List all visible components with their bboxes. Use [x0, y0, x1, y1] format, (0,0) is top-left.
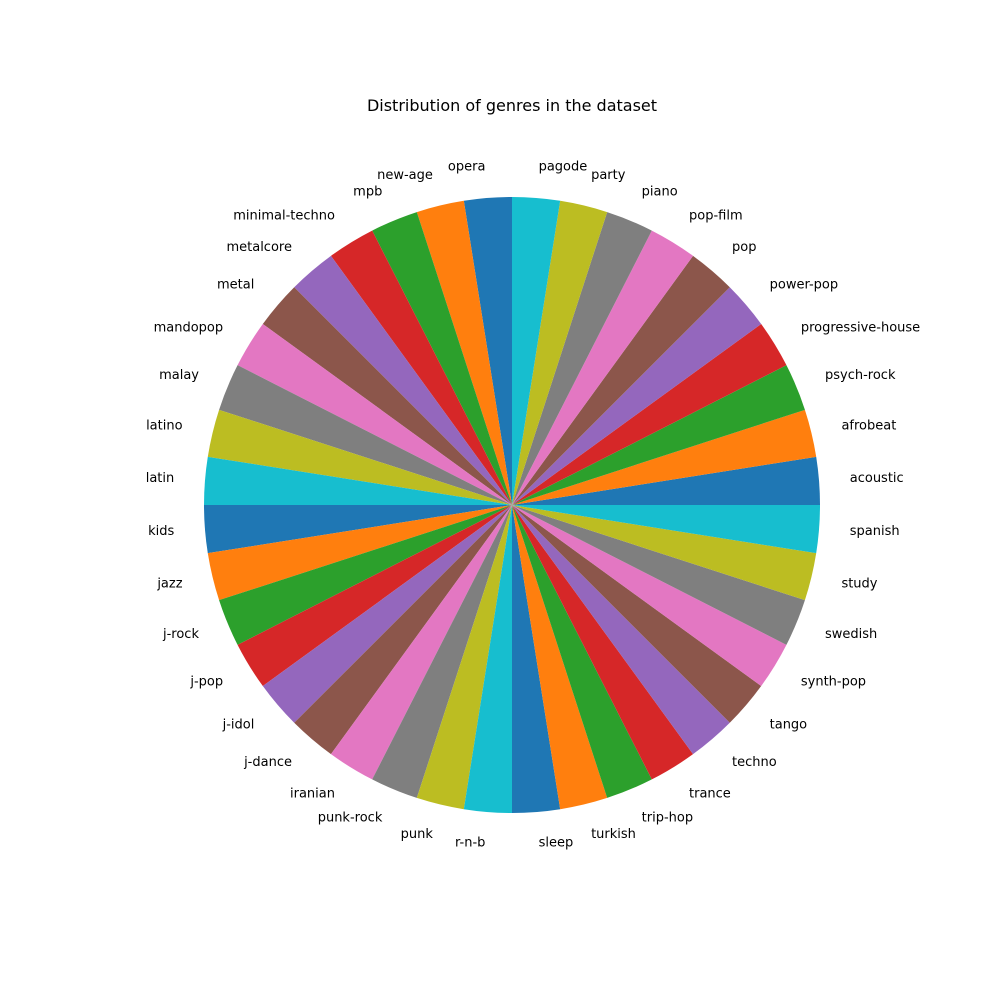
- pie-slice-j-idol: [262, 505, 512, 723]
- pie-slice-piano: [512, 212, 652, 505]
- pie-slice-psych-rock: [512, 365, 805, 505]
- pie-slice-punk-rock: [372, 505, 512, 798]
- pie-label-metal: metal: [217, 277, 254, 292]
- pie-slice-acoustic: [512, 456, 821, 505]
- chart-title: Distribution of genres in the dataset: [367, 96, 657, 115]
- pie-slice-punk: [416, 505, 512, 810]
- pie-label-power-pop: power-pop: [770, 277, 839, 292]
- pie-slice-pop: [512, 255, 730, 505]
- pie-label-latino: latino: [146, 418, 183, 433]
- pie-label-trance: trance: [689, 786, 731, 801]
- pie-slice-spanish: [512, 505, 820, 554]
- pie-slice-study: [512, 505, 817, 601]
- pie-label-sleep: sleep: [539, 835, 574, 850]
- pie-label-mpb: mpb: [353, 184, 382, 199]
- pie-slice-synth-pop: [512, 505, 787, 687]
- pie-label-synth-pop: synth-pop: [801, 675, 866, 690]
- pie-slice-j-pop: [237, 505, 512, 687]
- pie-slice-sleep: [512, 505, 561, 814]
- pie-slice-mandopop: [237, 323, 512, 505]
- pie-slice-j-rock: [219, 505, 512, 645]
- pie-slice-opera: [463, 197, 512, 505]
- pie-slice-turkish: [512, 505, 608, 810]
- pie-label-psych-rock: psych-rock: [825, 368, 896, 383]
- pie-label-afrobeat: afrobeat: [841, 418, 896, 433]
- pie-label-latin: latin: [146, 471, 175, 486]
- pie-labels: acoustic afrobeat psych-rock progressive-ho…: [146, 160, 920, 851]
- pie-label-metalcore: metalcore: [226, 240, 292, 255]
- pie-slice-tango: [512, 505, 762, 723]
- pie-label-spanish: spanish: [850, 524, 900, 539]
- pie-label-opera: opera: [448, 160, 486, 175]
- pie-label-acoustic: acoustic: [850, 471, 904, 486]
- pie-label-pop: pop: [732, 240, 756, 255]
- pie-label-swedish: swedish: [825, 627, 877, 642]
- pie-slice-trip-hop: [512, 505, 652, 798]
- pie-slice-minimal-techno: [330, 230, 512, 505]
- pie-slice-progressive-house: [512, 323, 787, 505]
- pie-slice-swedish: [512, 505, 805, 645]
- pie-slice-malay: [219, 365, 512, 505]
- pie-slice-kids: [204, 505, 512, 554]
- pie-label-mandopop: mandopop: [154, 320, 224, 335]
- pie-label-punk: punk: [401, 827, 434, 842]
- pie-label-punk-rock: punk-rock: [318, 811, 383, 826]
- pie-slice-jazz: [207, 505, 513, 601]
- pie-label-malay: malay: [159, 368, 199, 383]
- pie-label-j-pop: j-pop: [189, 675, 223, 690]
- pie-slice-latin: [204, 456, 512, 505]
- pie-slices: [204, 197, 821, 814]
- pie-label-iranian: iranian: [290, 786, 335, 801]
- pie-label-pop-film: pop-film: [689, 209, 743, 224]
- pie-slice-techno: [512, 505, 730, 755]
- pie-label-trip-hop: trip-hop: [642, 811, 693, 826]
- pie-label-study: study: [841, 577, 877, 592]
- pie-label-j-rock: j-rock: [162, 627, 199, 642]
- pie-label-j-idol: j-idol: [222, 718, 255, 733]
- pie-label-tango: tango: [770, 718, 808, 733]
- pie-slice-iranian: [330, 505, 512, 780]
- pie-label-j-dance: j-dance: [243, 755, 292, 770]
- pie-label-party: party: [591, 168, 626, 183]
- pie-slice-pagode: [512, 197, 561, 505]
- pie-slice-metalcore: [294, 255, 512, 505]
- pie-slice-power-pop: [512, 287, 762, 505]
- pie-slice-metal: [262, 287, 512, 505]
- pie-slice-new-age: [416, 200, 512, 506]
- pie-label-turkish: turkish: [591, 827, 636, 842]
- pie-label-techno: techno: [732, 755, 777, 770]
- pie-label-pagode: pagode: [539, 160, 588, 175]
- pie-label-new-age: new-age: [377, 168, 433, 183]
- pie-slice-pop-film: [512, 230, 694, 505]
- pie-slice-latino: [207, 409, 513, 505]
- pie-slice-party: [512, 200, 608, 506]
- pie-slice-mpb: [372, 212, 512, 505]
- pie-slice-trance: [512, 505, 694, 780]
- pie-label-r-n-b: r-n-b: [455, 835, 485, 850]
- pie-label-jazz: jazz: [156, 577, 182, 592]
- pie-slice-afrobeat: [512, 409, 817, 505]
- pie-label-kids: kids: [148, 524, 174, 539]
- pie-label-progressive-house: progressive-house: [801, 320, 920, 335]
- pie-label-minimal-techno: minimal-techno: [233, 209, 335, 224]
- pie-label-piano: piano: [642, 184, 678, 199]
- pie-slice-j-dance: [294, 505, 512, 755]
- pie-slice-r-n-b: [463, 505, 512, 813]
